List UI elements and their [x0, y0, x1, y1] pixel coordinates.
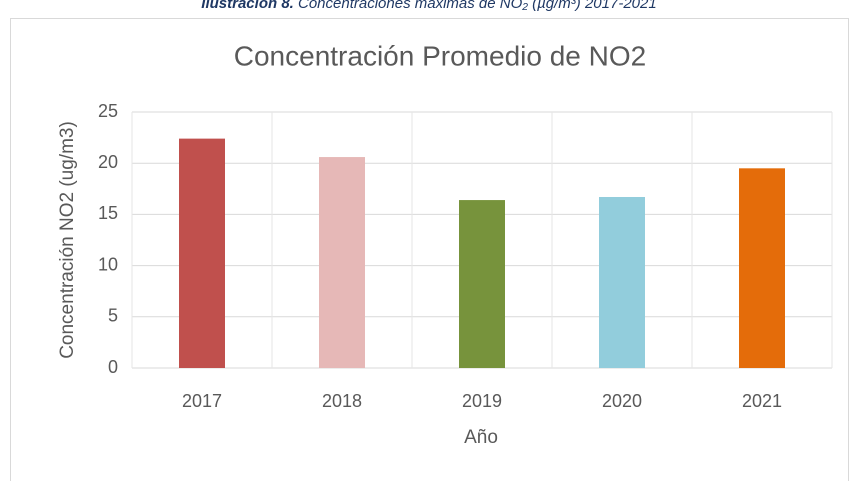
chart-frame [10, 18, 849, 481]
x-tick-label: 2020 [602, 391, 642, 411]
y-tick-label: 10 [98, 254, 118, 274]
chart-title: Concentración Promedio de NO2 [234, 40, 646, 71]
y-tick-label: 15 [98, 203, 118, 223]
bar [319, 157, 365, 368]
bar [179, 138, 225, 368]
bar [599, 196, 645, 368]
caption-label: Ilustración 8. [201, 0, 294, 12]
bar [459, 200, 505, 368]
y-tick-label: 25 [98, 101, 118, 121]
x-axis-label: Año [464, 427, 498, 448]
y-axis-label: Concentración NO2 (ug/m3) [57, 121, 78, 359]
x-tick-label: 2019 [462, 391, 502, 411]
caption: Ilustración 8. Concentraciones máximas d… [201, 0, 656, 12]
bar [739, 168, 785, 368]
x-tick-label: 2018 [322, 391, 362, 411]
x-tick-label: 2017 [182, 391, 222, 411]
x-tick-label: 2021 [742, 391, 782, 411]
y-tick-label: 20 [98, 152, 118, 172]
y-tick-label: 0 [108, 357, 118, 377]
caption-text: Concentraciones máximas de NO₂ (µg/m³) 2… [298, 0, 657, 12]
y-tick-label: 5 [108, 306, 118, 326]
